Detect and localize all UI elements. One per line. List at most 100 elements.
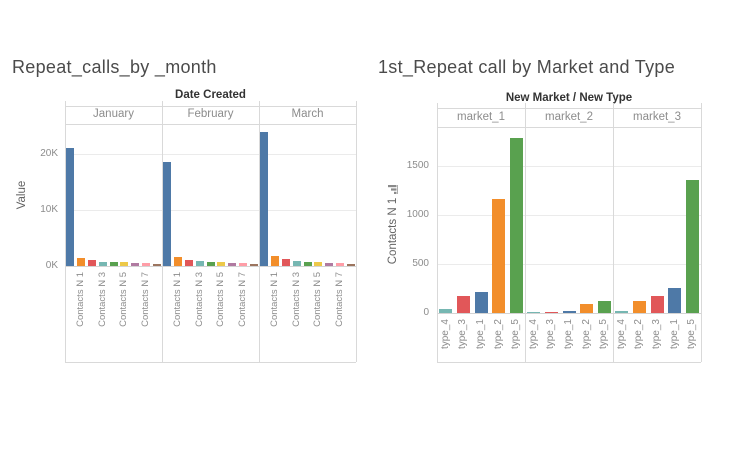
bar[interactable] (544, 312, 558, 313)
bar[interactable] (184, 260, 193, 266)
bar[interactable] (292, 261, 301, 266)
y-tick-label: 1000 (406, 209, 429, 220)
bar[interactable] (597, 301, 611, 313)
bar[interactable] (195, 261, 204, 266)
panel-divider (437, 103, 438, 362)
x-tick-label: type_1 (563, 319, 574, 350)
bar[interactable] (131, 263, 140, 266)
panel-header-January: January (93, 108, 134, 120)
bar[interactable] (206, 262, 215, 266)
panel-divider (65, 101, 66, 362)
bar[interactable] (346, 264, 355, 266)
panel-divider (356, 101, 357, 362)
bar[interactable] (217, 262, 226, 266)
bar[interactable] (228, 263, 237, 266)
x-tick-label: type_2 (492, 319, 504, 350)
bar[interactable] (109, 262, 118, 266)
bar[interactable] (509, 138, 523, 313)
axis-bottom-border (437, 362, 701, 363)
bar[interactable] (87, 260, 96, 266)
gridline (65, 210, 356, 211)
column-axis-title: Date Created (175, 89, 246, 101)
x-tick-label: type_2 (580, 319, 592, 350)
bar[interactable] (456, 296, 470, 313)
bar[interactable] (120, 262, 129, 266)
bar[interactable] (325, 263, 334, 266)
x-tick-label: type_4 (527, 319, 539, 350)
y-tick-label: 0K (45, 260, 58, 271)
bar[interactable] (77, 258, 86, 266)
column-header-bottom-border (437, 127, 701, 128)
bar[interactable] (238, 263, 247, 266)
x-tick-label: type_3 (545, 319, 557, 350)
bar[interactable] (163, 162, 172, 266)
gridline (437, 215, 701, 216)
panel-divider (701, 103, 702, 362)
x-tick-label: type_5 (510, 319, 522, 350)
column-header-bottom-border (65, 124, 356, 125)
x-tick-label: type_4 (615, 319, 627, 350)
bar[interactable] (527, 312, 541, 313)
chart-title: 1st_Repeat call by Market and Type (378, 57, 676, 77)
bar[interactable] (562, 311, 576, 313)
y-tick-label: 1500 (406, 160, 429, 171)
panel-divider (162, 101, 163, 362)
bar[interactable] (249, 264, 258, 266)
axis-bottom-border (65, 362, 356, 363)
y-tick-label: 20K (40, 148, 58, 159)
x-tick-label: type_3 (651, 319, 662, 350)
y-axis-title: Contacts N 1 (387, 176, 399, 272)
bar[interactable] (439, 309, 453, 313)
panel-divider (259, 101, 260, 362)
column-axis-title: New Market / New Type (505, 92, 633, 104)
panel-header-market_3: market_3 (633, 110, 681, 123)
bar[interactable] (303, 262, 312, 266)
panel-divider (613, 103, 614, 362)
gridline (65, 154, 356, 155)
y-tick-label: 500 (412, 258, 429, 269)
x-tick-label: type_1 (475, 319, 486, 350)
panel-divider (525, 103, 526, 362)
y-axis-title-label: Contacts N 1 (387, 197, 399, 265)
bar[interactable] (141, 263, 150, 266)
sort-ascending-icon[interactable] (388, 184, 398, 194)
x-tick-label: type_1 (668, 319, 680, 350)
bar[interactable] (650, 296, 664, 313)
panel-header-market_2: market_2 (545, 110, 593, 123)
bar[interactable] (314, 262, 323, 266)
column-header-top-border (65, 106, 356, 107)
gridline (437, 166, 701, 167)
bar[interactable] (66, 148, 75, 266)
y-tick-label: 10K (40, 204, 58, 215)
bar[interactable] (632, 301, 646, 313)
bar[interactable] (492, 199, 506, 313)
panel-header-market_1: market_1 (457, 110, 505, 123)
bar[interactable] (685, 180, 699, 313)
panel-header-March: March (291, 108, 324, 120)
bar[interactable] (271, 256, 280, 266)
gridline (437, 264, 701, 265)
bar[interactable] (98, 262, 107, 266)
bar[interactable] (335, 263, 344, 266)
x-tick-label: type_5 (598, 319, 610, 350)
bar[interactable] (615, 311, 629, 313)
column-header-top-border (437, 108, 701, 109)
bar[interactable] (580, 304, 594, 313)
bar[interactable] (474, 292, 488, 313)
gridline (65, 266, 356, 267)
chart-title: Repeat_calls_by _month (12, 57, 217, 77)
bar[interactable] (668, 288, 682, 313)
x-tick-label: type_4 (439, 319, 451, 350)
panel-header-February: February (187, 108, 234, 120)
bar[interactable] (174, 257, 183, 266)
bar[interactable] (260, 132, 269, 266)
x-tick-label: type_5 (686, 319, 698, 350)
gridline (437, 313, 701, 314)
bar[interactable] (152, 264, 161, 266)
x-tick-label: type_3 (457, 319, 469, 350)
x-tick-label: type_2 (633, 319, 645, 350)
bar[interactable] (281, 259, 290, 266)
y-tick-label: 0 (423, 307, 429, 318)
